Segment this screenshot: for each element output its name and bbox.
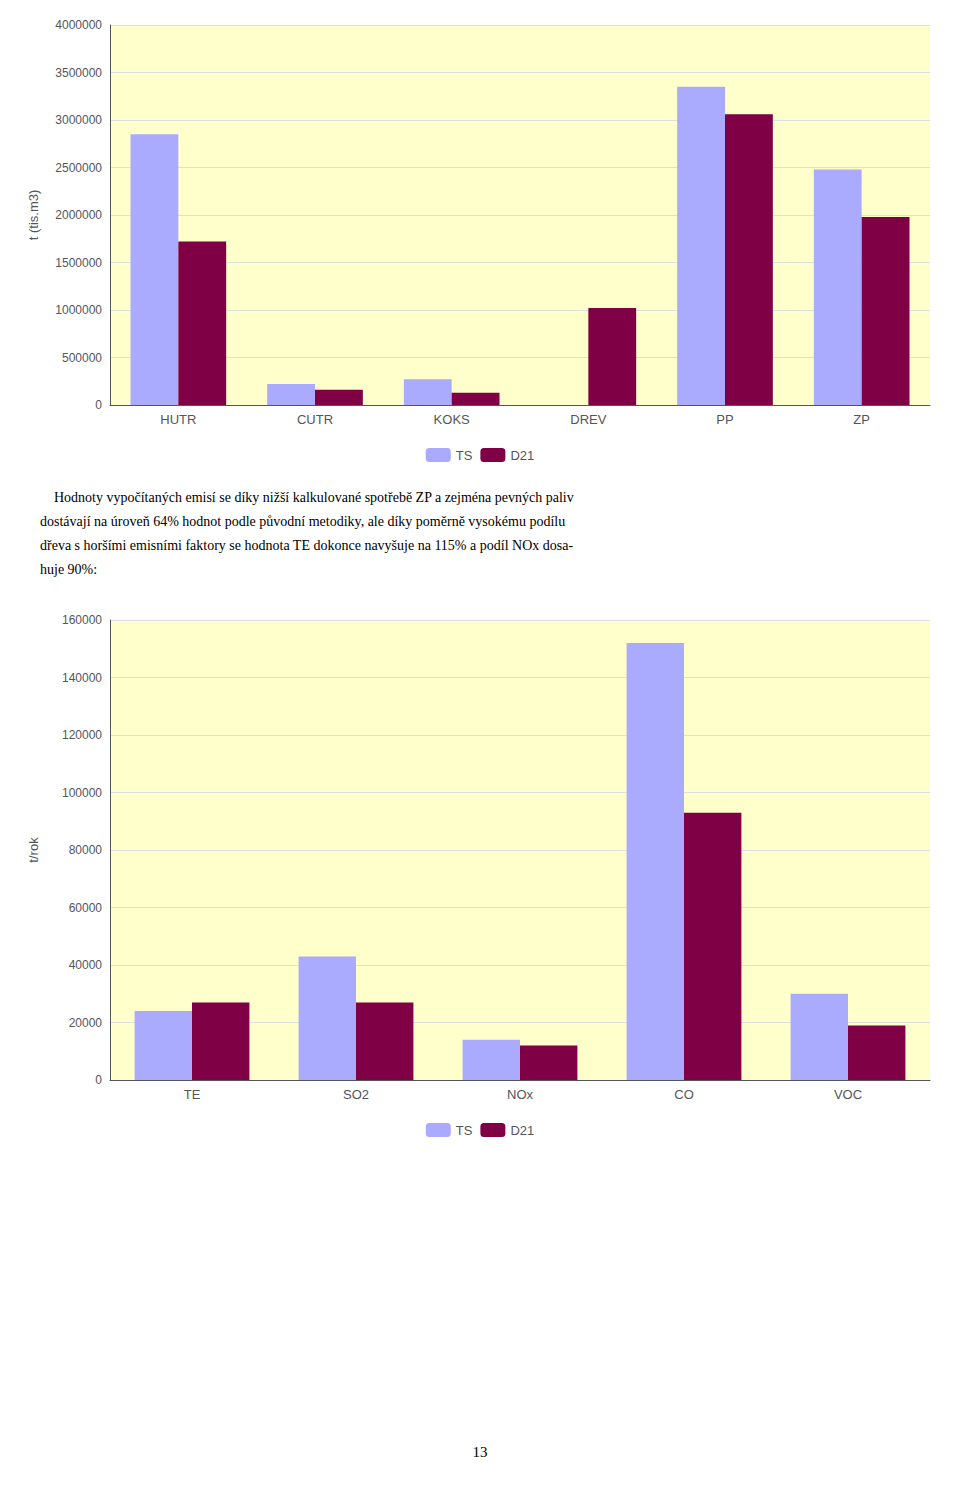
svg-text:ZP: ZP	[853, 412, 870, 427]
svg-text:HUTR: HUTR	[160, 412, 196, 427]
svg-text:CO: CO	[674, 1087, 694, 1102]
svg-text:0: 0	[95, 1073, 102, 1087]
svg-text:Hodnoty vypočítaných emisí se: Hodnoty vypočítaných emisí se díky nižší…	[40, 490, 574, 505]
svg-text:VOC: VOC	[834, 1087, 862, 1102]
svg-text:3500000: 3500000	[55, 66, 102, 80]
svg-text:1000000: 1000000	[55, 303, 102, 317]
svg-text:dřeva s horšími emisními fakto: dřeva s horšími emisními faktory se hodn…	[40, 538, 573, 553]
svg-text:3000000: 3000000	[55, 113, 102, 127]
svg-text:t/rok: t/rok	[26, 837, 41, 863]
svg-text:2000000: 2000000	[55, 208, 102, 222]
svg-text:500000: 500000	[62, 351, 102, 365]
svg-text:PP: PP	[716, 412, 733, 427]
svg-text:4000000: 4000000	[55, 18, 102, 32]
svg-text:120000: 120000	[62, 728, 102, 742]
svg-text:TE: TE	[184, 1087, 201, 1102]
svg-text:TS: TS	[456, 1123, 473, 1138]
svg-text:0: 0	[95, 398, 102, 412]
svg-text:D21: D21	[510, 1123, 534, 1138]
svg-text:40000: 40000	[69, 958, 103, 972]
svg-text:140000: 140000	[62, 671, 102, 685]
svg-text:13: 13	[473, 1444, 488, 1460]
svg-text:SO2: SO2	[343, 1087, 369, 1102]
svg-text:100000: 100000	[62, 786, 102, 800]
svg-text:huje 90%:: huje 90%:	[40, 562, 97, 577]
svg-text:80000: 80000	[69, 843, 103, 857]
svg-text:1500000: 1500000	[55, 256, 102, 270]
svg-text:t (tis.m3): t (tis.m3)	[26, 190, 41, 241]
svg-text:CUTR: CUTR	[297, 412, 333, 427]
svg-text:TS: TS	[456, 448, 473, 463]
svg-text:KOKS: KOKS	[434, 412, 470, 427]
svg-text:dostávají na úroveň 64% hodnot: dostávají na úroveň 64% hodnot podle pův…	[40, 514, 565, 529]
svg-text:20000: 20000	[69, 1016, 103, 1030]
svg-text:D21: D21	[510, 448, 534, 463]
svg-text:160000: 160000	[62, 613, 102, 627]
svg-text:60000: 60000	[69, 901, 103, 915]
svg-text:2500000: 2500000	[55, 161, 102, 175]
svg-text:DREV: DREV	[570, 412, 606, 427]
svg-text:NOx: NOx	[507, 1087, 534, 1102]
